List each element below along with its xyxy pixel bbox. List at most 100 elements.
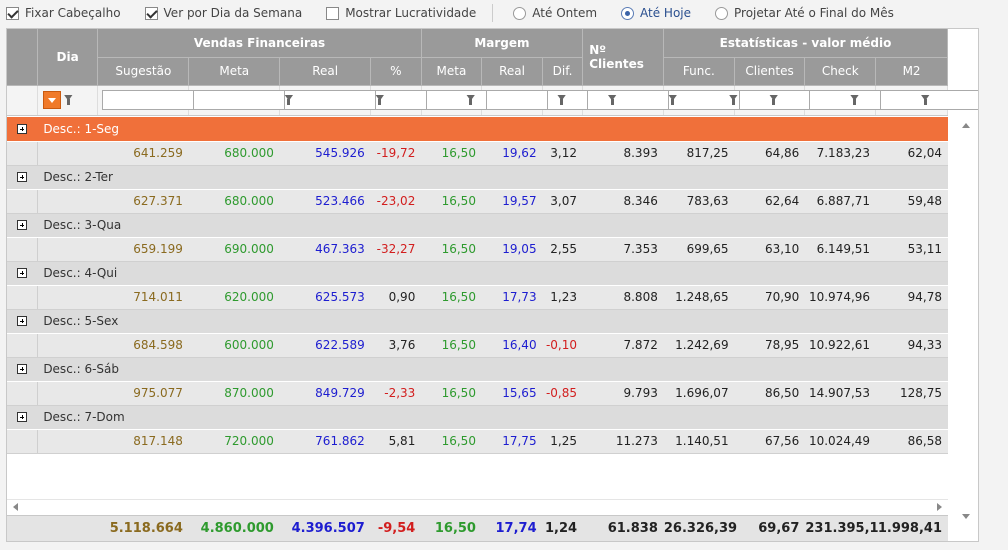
cell-real: 849.729 <box>279 381 371 406</box>
cell-margem-real: 17,75 <box>481 429 543 454</box>
total-meta: 4.860.000 <box>188 515 280 541</box>
table-row[interactable]: 684.598 600.000 622.589 3,76 16,50 16,40 -0,10… <box>7 333 948 358</box>
cell-sugestao: 659.199 <box>97 237 189 262</box>
expand-plus-icon[interactable] <box>17 268 28 278</box>
row-indent <box>7 237 38 262</box>
fix-header-label: Fixar Cabeçalho <box>25 6 121 20</box>
cell-m2: 53,11 <box>876 237 948 262</box>
cell-meta: 870.000 <box>188 381 280 406</box>
expand-plus-icon[interactable] <box>17 220 28 230</box>
cell-margem-real: 19,05 <box>481 237 543 262</box>
cell-sugestao: 641.259 <box>97 141 189 166</box>
table-row[interactable]: 817.148 720.000 761.862 5,81 16,50 17,75 1,25 1… <box>7 429 948 454</box>
header-check[interactable]: Check <box>804 57 877 86</box>
cell-real: 622.589 <box>279 333 371 358</box>
expand-cell[interactable] <box>7 357 38 382</box>
group-row[interactable]: Desc.: 6-Sáb <box>7 357 948 382</box>
cell-real: 523.466 <box>279 189 371 214</box>
header-dif[interactable]: Dif. <box>542 57 584 86</box>
filter-icon[interactable] <box>64 95 73 106</box>
cell-clientes: 11.273 <box>583 429 664 454</box>
cell-pct: 0,90 <box>370 285 422 310</box>
expand-cell[interactable] <box>7 405 38 430</box>
row-dia-cell <box>37 429 98 454</box>
expand-plus-icon[interactable] <box>17 172 28 182</box>
until-yesterday-label: Até Ontem <box>532 6 598 20</box>
header-e-clientes[interactable]: Clientes <box>734 57 806 86</box>
grid-body: Desc.: 1-Seg 641.259 680.000 545.926 -19,72 1… <box>7 117 948 454</box>
expand-plus-icon[interactable] <box>17 412 28 422</box>
expand-cell[interactable] <box>7 165 38 190</box>
horizontal-scrollbar[interactable] <box>7 499 948 513</box>
table-row[interactable]: 714.011 620.000 625.573 0,90 16,50 17,73 1,23 8… <box>7 285 948 310</box>
vertical-scrollbar[interactable] <box>955 117 977 525</box>
total-spacer <box>37 515 98 541</box>
cell-clientes: 9.793 <box>583 381 664 406</box>
row-indent <box>7 381 38 406</box>
fix-header-checkbox[interactable]: Fixar Cabeçalho <box>6 6 121 20</box>
filter-input[interactable] <box>880 90 978 110</box>
header-margem-meta[interactable]: Meta <box>421 57 483 86</box>
header-m2[interactable]: M2 <box>875 57 948 86</box>
total-sugestao: 5.118.664 <box>97 515 189 541</box>
header-real[interactable]: Real <box>279 57 372 86</box>
cell-m2: 59,48 <box>876 189 948 214</box>
until-yesterday-radio[interactable]: Até Ontem <box>513 6 597 20</box>
header-dia[interactable]: Dia <box>37 29 99 86</box>
header-estatisticas: Estatísticas - valor médio <box>663 29 948 58</box>
group-row[interactable]: Desc.: 1-Seg <box>7 117 948 142</box>
row-indent <box>7 141 38 166</box>
group-row[interactable]: Desc.: 4-Qui <box>7 261 948 286</box>
group-label: Desc.: 6-Sáb <box>37 357 948 382</box>
group-label: Desc.: 4-Qui <box>37 261 948 286</box>
header-sugestao[interactable]: Sugestão <box>97 57 190 86</box>
expand-cell[interactable] <box>7 213 38 238</box>
table-row[interactable]: 659.199 690.000 467.363 -32,27 16,50 19,05 2,5… <box>7 237 948 262</box>
by-weekday-checkbox[interactable]: Ver por Dia da Semana <box>144 6 302 20</box>
cell-clientes: 8.393 <box>583 141 664 166</box>
show-profit-checkbox[interactable]: Mostrar Lucratividade <box>326 6 476 20</box>
header-pct[interactable]: % <box>370 57 422 86</box>
group-row[interactable]: Desc.: 2-Ter <box>7 165 948 190</box>
total-clientes: 61.838 <box>583 515 664 541</box>
group-label: Desc.: 5-Sex <box>37 309 948 334</box>
group-row[interactable]: Desc.: 3-Qua <box>7 213 948 238</box>
scroll-up-icon[interactable] <box>962 123 970 128</box>
expand-cell[interactable] <box>7 117 38 142</box>
right-padding <box>980 28 1008 550</box>
expand-plus-icon[interactable] <box>17 316 28 326</box>
header-func[interactable]: Func. <box>663 57 735 86</box>
cell-dif: 2,55 <box>542 237 583 262</box>
cell-pct: 3,76 <box>370 333 422 358</box>
cell-sugestao: 817.148 <box>97 429 189 454</box>
expand-cell[interactable] <box>7 309 38 334</box>
group-label: Desc.: 1-Seg <box>37 117 948 142</box>
scroll-left-icon[interactable] <box>13 503 18 511</box>
group-row[interactable]: Desc.: 5-Sex <box>7 309 948 334</box>
cell-real: 625.573 <box>279 285 371 310</box>
cell-func: 1.248,65 <box>663 285 735 310</box>
cell-clientes: 7.353 <box>583 237 664 262</box>
group-row[interactable]: Desc.: 7-Dom <box>7 405 948 430</box>
table-row[interactable]: 975.077 870.000 849.729 -2,33 16,50 15,65 -0,8… <box>7 381 948 406</box>
header-margem-real[interactable]: Real <box>481 57 543 86</box>
expand-plus-icon[interactable] <box>17 123 28 134</box>
expand-cell[interactable] <box>7 261 38 286</box>
grid-header: Dia Vendas Financeiras Margem Nº Cliente… <box>7 29 978 116</box>
cell-margem-meta: 16,50 <box>421 237 482 262</box>
cell-func: 1.242,69 <box>663 333 735 358</box>
expand-plus-icon[interactable] <box>17 364 28 374</box>
scroll-right-icon[interactable] <box>937 503 942 511</box>
scroll-down-icon[interactable] <box>962 514 970 519</box>
header-clientes[interactable]: Nº Clientes <box>582 29 665 86</box>
dropdown-arrow-icon[interactable] <box>42 91 61 109</box>
row-indent <box>7 333 38 358</box>
table-row[interactable]: 627.371 680.000 523.466 -23,02 16,50 19,57 3,0… <box>7 189 948 214</box>
cell-check: 6.887,71 <box>805 189 877 214</box>
until-today-radio[interactable]: Até Hoje <box>621 6 691 20</box>
project-month-radio[interactable]: Projetar Até o Final do Mês <box>715 6 894 20</box>
header-meta[interactable]: Meta <box>188 57 281 86</box>
cell-check: 7.183,23 <box>805 141 877 166</box>
table-row[interactable]: 641.259 680.000 545.926 -19,72 16,50 19,62 3,1… <box>7 141 948 166</box>
cell-clientes: 8.346 <box>583 189 664 214</box>
